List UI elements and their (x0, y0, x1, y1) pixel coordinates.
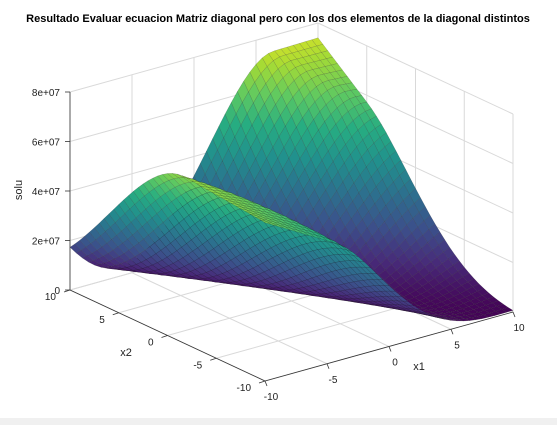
y-tick-mark (210, 357, 217, 361)
y-tick-label: 0 (148, 338, 154, 349)
figure-footer-strip (0, 418, 557, 425)
x-tick-label: 5 (454, 340, 460, 351)
x-tick-label: -10 (264, 392, 279, 403)
y-tick-label: -10 (237, 383, 252, 394)
y-tick-mark (258, 380, 266, 384)
z-tick-label: 8e+07 (32, 88, 61, 99)
x-tick-mark (450, 329, 454, 335)
x-tick-label: 0 (392, 358, 398, 369)
wall-grid-line (317, 22, 514, 115)
x-tick-mark (388, 346, 392, 352)
z-tick-label: 4e+07 (32, 187, 61, 198)
x-axis-label: x1 (413, 361, 425, 373)
x-tick-mark (326, 363, 330, 369)
z-axis-label: solu (13, 180, 25, 200)
y-tick-label: 10 (45, 292, 57, 303)
z-tick-label: 6e+07 (32, 138, 61, 149)
chart-title: Resultado Evaluar ecuacion Matriz diagon… (26, 13, 530, 25)
y-tick-mark (161, 335, 168, 338)
x-tick-label: 10 (513, 323, 525, 334)
surface-patch (260, 219, 272, 225)
z-tick-label: 2e+07 (32, 237, 61, 248)
wall-grid-line (69, 22, 319, 93)
x-tick-label: -5 (329, 375, 338, 386)
x-tick-mark (512, 311, 516, 318)
surface-mesh (69, 37, 514, 322)
y-tick-label: 5 (99, 315, 105, 326)
y-tick-mark (112, 312, 119, 316)
y-axis-label: x2 (120, 347, 132, 359)
z-tick-label: 0 (54, 286, 60, 297)
x-tick-mark (264, 380, 268, 387)
y-tick-label: -5 (193, 360, 202, 371)
